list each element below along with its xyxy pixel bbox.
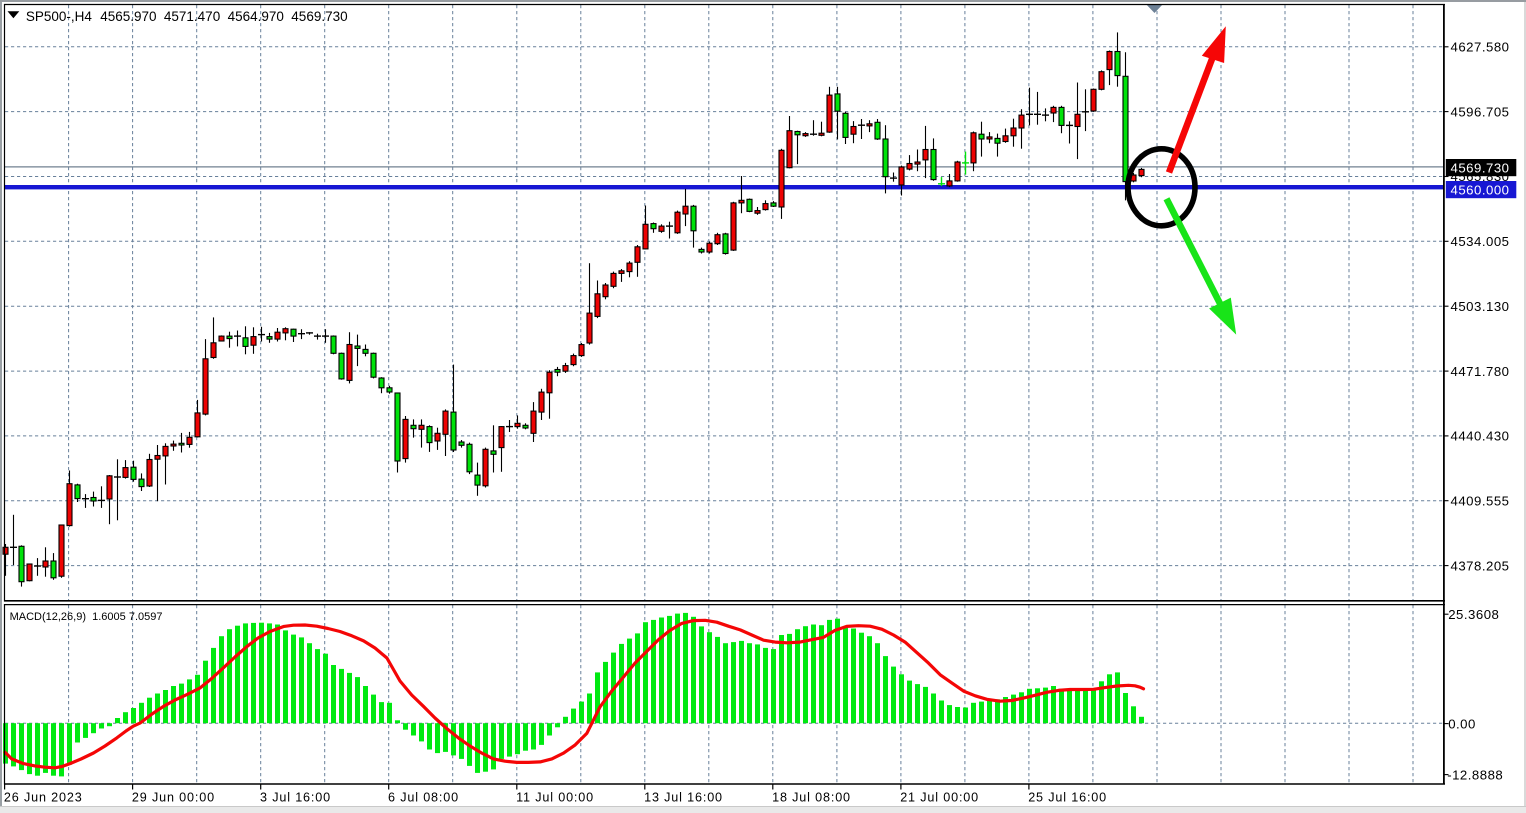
svg-text:-12.8888: -12.8888 [1447, 767, 1503, 782]
svg-text:4534.005: 4534.005 [1451, 234, 1510, 249]
svg-text:4378.205: 4378.205 [1451, 558, 1510, 573]
svg-text:6 Jul 08:00: 6 Jul 08:00 [388, 791, 459, 805]
svg-text:SP500-,H4: SP500-,H4 [26, 9, 93, 24]
svg-text:4471.780: 4471.780 [1451, 364, 1510, 379]
svg-text:MACD(12,26,9) 1.6005 7.0597: MACD(12,26,9) 1.6005 7.0597 [10, 611, 163, 623]
svg-text:29 Jun 00:00: 29 Jun 00:00 [132, 791, 215, 805]
svg-text:4569.730: 4569.730 [291, 9, 347, 24]
svg-text:25 Jul 16:00: 25 Jul 16:00 [1028, 791, 1107, 805]
svg-text:18 Jul 08:00: 18 Jul 08:00 [772, 791, 851, 805]
svg-text:4440.430: 4440.430 [1451, 429, 1510, 444]
svg-text:4596.705: 4596.705 [1451, 104, 1510, 119]
svg-text:4503.130: 4503.130 [1451, 299, 1510, 314]
svg-text:11 Jul 00:00: 11 Jul 00:00 [516, 791, 594, 805]
svg-text:4409.555: 4409.555 [1451, 493, 1510, 508]
svg-text:4560.000: 4560.000 [1451, 182, 1510, 197]
svg-text:13 Jul 16:00: 13 Jul 16:00 [644, 791, 723, 805]
svg-text:4627.580: 4627.580 [1451, 40, 1510, 55]
svg-text:4571.470: 4571.470 [164, 9, 220, 24]
svg-text:26 Jun 2023: 26 Jun 2023 [4, 791, 83, 805]
svg-text:0.00: 0.00 [1448, 716, 1476, 731]
svg-text:4569.730: 4569.730 [1451, 160, 1510, 175]
svg-text:25.3608: 25.3608 [1448, 607, 1499, 622]
svg-text:3 Jul 16:00: 3 Jul 16:00 [260, 791, 331, 805]
svg-text:4564.970: 4564.970 [228, 9, 284, 24]
svg-text:21 Jul 00:00: 21 Jul 00:00 [900, 791, 979, 805]
svg-text:4565.970: 4565.970 [100, 9, 156, 24]
